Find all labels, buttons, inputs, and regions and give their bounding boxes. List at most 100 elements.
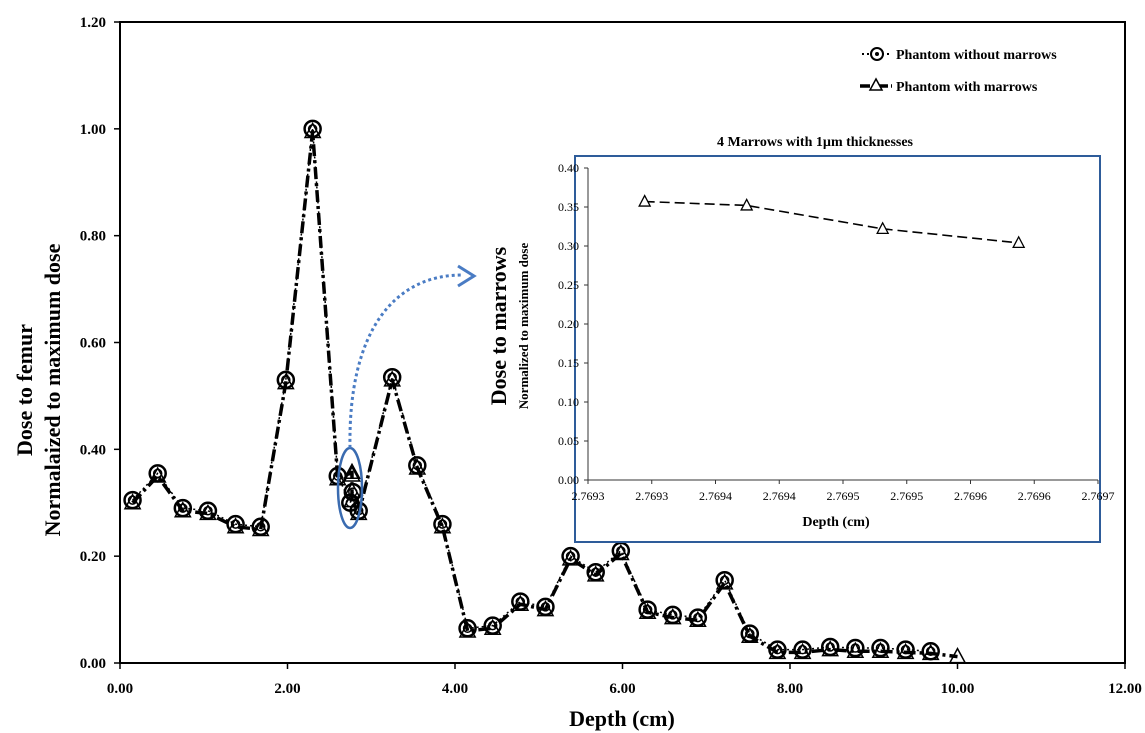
legend-label-with-marrows: Phantom with marrows: [896, 80, 1038, 95]
series-without-marrows-point-inner: [925, 646, 936, 656]
inset-x-tick-label: 2.7694: [699, 489, 732, 503]
series-without-marrows-point: [715, 570, 734, 590]
series-without-marrows-point-inner: [348, 487, 358, 497]
main-y-axis-title-line1: Dose to femur: [12, 324, 37, 456]
series-without-marrows-point: [768, 640, 787, 659]
series-without-marrows-point: [586, 562, 605, 582]
main-x-tick-label: 0.00: [107, 681, 133, 697]
inset-y-axis-title-line2: Normalized to maximum dose: [516, 243, 531, 410]
inset-series-point: [638, 194, 652, 207]
series-without-marrows-point-inner: [642, 604, 653, 615]
series-without-marrows-point-inner: [590, 567, 601, 577]
main-y-tick-label: 0.20: [80, 549, 106, 565]
series-without-marrows-point-inner: [850, 643, 861, 653]
inset-x-tick-label: 2.7696: [1018, 489, 1051, 503]
series-without-marrows-point-inner: [772, 644, 783, 655]
inset-y-tick-label: 0.10: [558, 395, 579, 409]
series-without-marrows-point: [382, 367, 402, 387]
series-without-marrows-point-inner: [437, 519, 448, 529]
main-axes: [114, 21, 1126, 669]
legend-triangle-marker-icon: [868, 77, 884, 91]
series-without-marrows-point: [820, 637, 840, 657]
series-without-marrows-point-inner: [693, 612, 703, 623]
main-x-tick-label: 6.00: [609, 681, 635, 697]
series-without-marrows-point-inner: [540, 602, 551, 612]
legend-circle-marker-dot-icon: [875, 52, 879, 56]
series-without-marrows-point: [483, 616, 502, 635]
series-without-marrows-point-inner: [487, 620, 498, 631]
series-without-marrows-point: [846, 638, 865, 658]
series-without-marrows-point-inner: [412, 460, 423, 471]
series-without-marrows-point-inner: [719, 575, 730, 585]
series-without-marrows-point-inner: [825, 642, 835, 652]
legend-label-without-marrows: Phantom without marrows: [896, 48, 1057, 63]
series-without-marrows-point: [663, 605, 682, 625]
inset-title: 4 Marrows with 1µm thicknesses: [717, 135, 914, 150]
series-with-marrows-point: [343, 465, 361, 482]
series-without-marrows-point-inner: [745, 628, 755, 639]
series-without-marrows-point-inner: [255, 522, 266, 532]
series-without-marrows-point-inner: [797, 644, 808, 655]
main-series: [123, 119, 967, 664]
series-without-marrows-point: [433, 514, 452, 534]
series-without-marrows-point: [896, 640, 915, 659]
inset-axes: [574, 155, 1101, 543]
series-without-marrows-point: [511, 592, 530, 611]
series-without-marrows-point: [173, 498, 193, 518]
series-without-marrows-point: [276, 370, 296, 390]
series-without-marrows-point-inner: [152, 468, 163, 479]
inset-tick-labels: 2.7693 2.7693 2.7694 2.7694 2.7695 2.7695 2.76…: [558, 161, 1115, 503]
series-without-marrows-point-inner: [178, 503, 188, 513]
main-y-tick-label: 0.80: [80, 229, 106, 245]
main-y-tick-label: 1.00: [80, 122, 106, 138]
main-y-tick-label: 0.60: [80, 336, 106, 352]
series-without-marrows-point-inner: [281, 375, 291, 385]
series-without-marrows-point-inner: [565, 551, 576, 561]
main-x-axis-title: Depth (cm): [569, 706, 675, 731]
inset-series-point: [876, 221, 890, 234]
series-without-marrows-point: [458, 619, 477, 638]
series-without-marrows-point-inner: [387, 372, 397, 382]
inset-y-tick-label: 0.30: [558, 239, 579, 253]
inset-x-tick-label: 2.7697: [1082, 489, 1115, 503]
series-without-marrows-point: [226, 514, 245, 534]
series-without-marrows-point-inner: [875, 643, 886, 653]
main-x-tick-label: 4.00: [442, 681, 468, 697]
series-without-marrows-point: [871, 638, 890, 658]
series-with-marrows-point: [948, 647, 967, 664]
main-x-tick-label: 10.00: [941, 681, 975, 697]
main-x-tick-label: 8.00: [777, 681, 803, 697]
inset-series: [638, 194, 1026, 249]
main-y-tick-label: 0.00: [80, 656, 106, 672]
series-without-marrows-point-inner: [616, 546, 626, 556]
inset-y-tick-label: 0.15: [558, 356, 579, 370]
inset-y-tick-label: 0.40: [558, 161, 579, 175]
inset-series-line: [644, 200, 1019, 244]
series-without-marrows-point: [921, 641, 940, 661]
inset-x-tick-label: 2.7693: [635, 489, 668, 503]
zoom-arrow-path: [348, 273, 463, 449]
zoom-arrow-head-icon: [457, 264, 477, 288]
main-tick-labels: 0.00 2.00 4.00 6.00 8.00 10.00 12.00 0.00 0.20 0.…: [80, 15, 1142, 697]
series-without-marrows-point: [536, 597, 555, 617]
series-without-marrows-point-inner: [127, 495, 138, 505]
series-without-marrows-point: [123, 490, 142, 510]
series-without-marrows-point-inner: [307, 124, 318, 134]
main-y-tick-label: 0.40: [80, 442, 106, 458]
series-without-marrows-point-inner: [230, 519, 241, 529]
inset-series-point: [1012, 235, 1026, 249]
series-without-marrows-point: [561, 546, 580, 566]
main-x-tick-label: 2.00: [274, 681, 300, 697]
series-without-marrows-point: [740, 624, 760, 643]
series-without-marrows-point: [148, 464, 167, 483]
main-y-tick-label: 1.20: [80, 15, 106, 31]
series-without-marrows-point-inner: [515, 596, 526, 607]
series-without-marrows-point: [408, 456, 427, 475]
series-with-marrows-point: [343, 462, 361, 480]
inset-x-axis-title: Depth (cm): [802, 515, 870, 530]
inset-x-tick-label: 2.7695: [827, 489, 860, 503]
inset-frame: [574, 155, 1101, 543]
inset-x-tick-label: 2.7695: [890, 489, 923, 503]
inset-x-tick-label: 2.7696: [954, 489, 987, 503]
series-without-marrows-point: [303, 119, 322, 139]
